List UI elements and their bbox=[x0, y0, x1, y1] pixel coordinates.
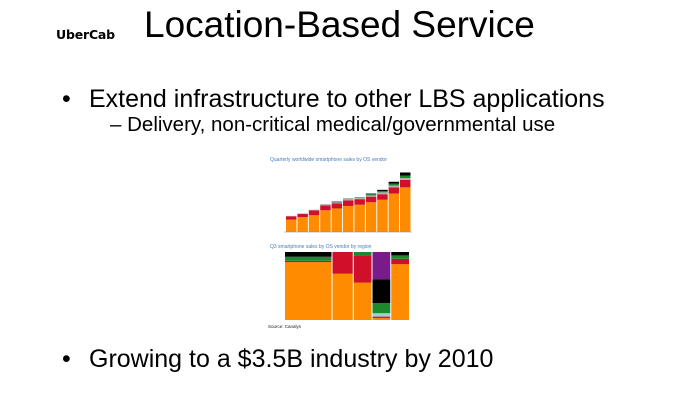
smartphone-sales-figure: Quarterly worldwide smartphone sales by … bbox=[258, 152, 418, 332]
slide-title: Location-Based Service bbox=[144, 4, 535, 45]
bullet-growing-industry: • Growing to a $3.5B industry by 2010 bbox=[62, 345, 493, 374]
top-bar-segment bbox=[320, 204, 331, 206]
top-bar-segment bbox=[377, 192, 388, 195]
top-bar-segment bbox=[320, 205, 331, 211]
top-bar-segment bbox=[320, 210, 331, 232]
top-bar-segment bbox=[331, 208, 343, 232]
region-bar-segment bbox=[391, 252, 409, 256]
bullet-text: Delivery, non-critical medical/governmen… bbox=[127, 113, 556, 136]
bullet-text: Extend infrastructure to other LBS appli… bbox=[89, 85, 605, 113]
top-bar-segment bbox=[308, 209, 320, 211]
top-bar-segment bbox=[343, 199, 354, 201]
top-bar-segment bbox=[331, 202, 343, 204]
bullet-text: Growing to a $3.5B industry by 2010 bbox=[89, 345, 494, 373]
region-bar-segment bbox=[372, 313, 391, 317]
region-bar-segment bbox=[285, 262, 332, 320]
top-bar-segment bbox=[354, 197, 365, 198]
top-bar-segment bbox=[354, 204, 365, 232]
region-bar-segment bbox=[391, 264, 409, 320]
top-bar-segment bbox=[365, 193, 377, 195]
top-bar-segment bbox=[388, 193, 400, 232]
top-bar-segment bbox=[388, 185, 400, 188]
region-bar-segment bbox=[285, 256, 332, 261]
top-bar-segment bbox=[365, 194, 377, 196]
top-bar-segment bbox=[297, 214, 308, 218]
region-bar-segment bbox=[353, 282, 372, 320]
top-chart-title: Quarterly worldwide smartphone sales by … bbox=[270, 157, 387, 163]
top-bar-segment bbox=[388, 181, 400, 184]
region-bar-segment bbox=[391, 258, 409, 265]
bullet-marker: • bbox=[62, 345, 71, 373]
top-bar-segment bbox=[343, 200, 354, 206]
region-bar-segment bbox=[332, 252, 353, 274]
top-bar-segment bbox=[354, 199, 365, 205]
top-bar-segment bbox=[297, 217, 308, 232]
region-bar-segment bbox=[353, 252, 372, 256]
top-bar-segment bbox=[365, 196, 377, 203]
top-bar-segment bbox=[400, 178, 411, 180]
region-bar-segment bbox=[372, 317, 391, 320]
ubercab-logo: UberCab bbox=[56, 27, 115, 42]
bullet-marker: – bbox=[110, 113, 122, 136]
top-bar-segment bbox=[286, 219, 297, 232]
top-bar-segment bbox=[377, 191, 388, 193]
top-bar-segment bbox=[343, 205, 354, 232]
top-bar-segment bbox=[365, 195, 377, 197]
top-bar-segment bbox=[343, 198, 354, 200]
top-bar-segment bbox=[286, 215, 297, 217]
region-bar-segment bbox=[285, 252, 332, 257]
region-bar-segment bbox=[372, 303, 391, 314]
region-bar-segment bbox=[285, 260, 332, 263]
region-bar-segment bbox=[391, 255, 409, 259]
bullet-marker: • bbox=[62, 85, 71, 113]
region-bar-segment bbox=[353, 255, 372, 283]
top-bar-segment bbox=[377, 194, 388, 200]
top-bar-segment bbox=[297, 213, 308, 215]
region-bar-segment bbox=[372, 279, 391, 303]
top-bar-segment bbox=[400, 175, 411, 179]
top-bar-segment bbox=[308, 210, 320, 216]
top-bar-segment bbox=[388, 187, 400, 194]
top-bar-segment bbox=[377, 199, 388, 232]
top-bar-segment bbox=[365, 202, 377, 232]
region-bar-segment bbox=[372, 316, 391, 318]
top-bar-segment bbox=[286, 216, 297, 220]
bottom-chart-title: Q3 smartphone sales by OS vendor by regi… bbox=[270, 244, 372, 250]
top-bar-segment bbox=[331, 203, 343, 209]
top-bar-segment bbox=[388, 183, 400, 186]
top-bar-segment bbox=[354, 197, 365, 200]
top-bar-segment bbox=[308, 215, 320, 232]
top-bar-segment bbox=[400, 179, 411, 188]
top-bar-segment bbox=[400, 187, 411, 232]
region-bar-segment bbox=[372, 252, 391, 280]
top-bar-segment bbox=[331, 201, 343, 203]
sub-bullet-delivery: – Delivery, non-critical medical/governm… bbox=[110, 113, 555, 137]
figure-source: Source: Canalys bbox=[268, 324, 302, 329]
bullet-extend-infrastructure: • Extend infrastructure to other LBS appl… bbox=[62, 85, 605, 114]
region-bar-segment bbox=[332, 273, 353, 320]
top-bar-segment bbox=[377, 189, 388, 192]
top-bar-segment bbox=[400, 172, 411, 176]
